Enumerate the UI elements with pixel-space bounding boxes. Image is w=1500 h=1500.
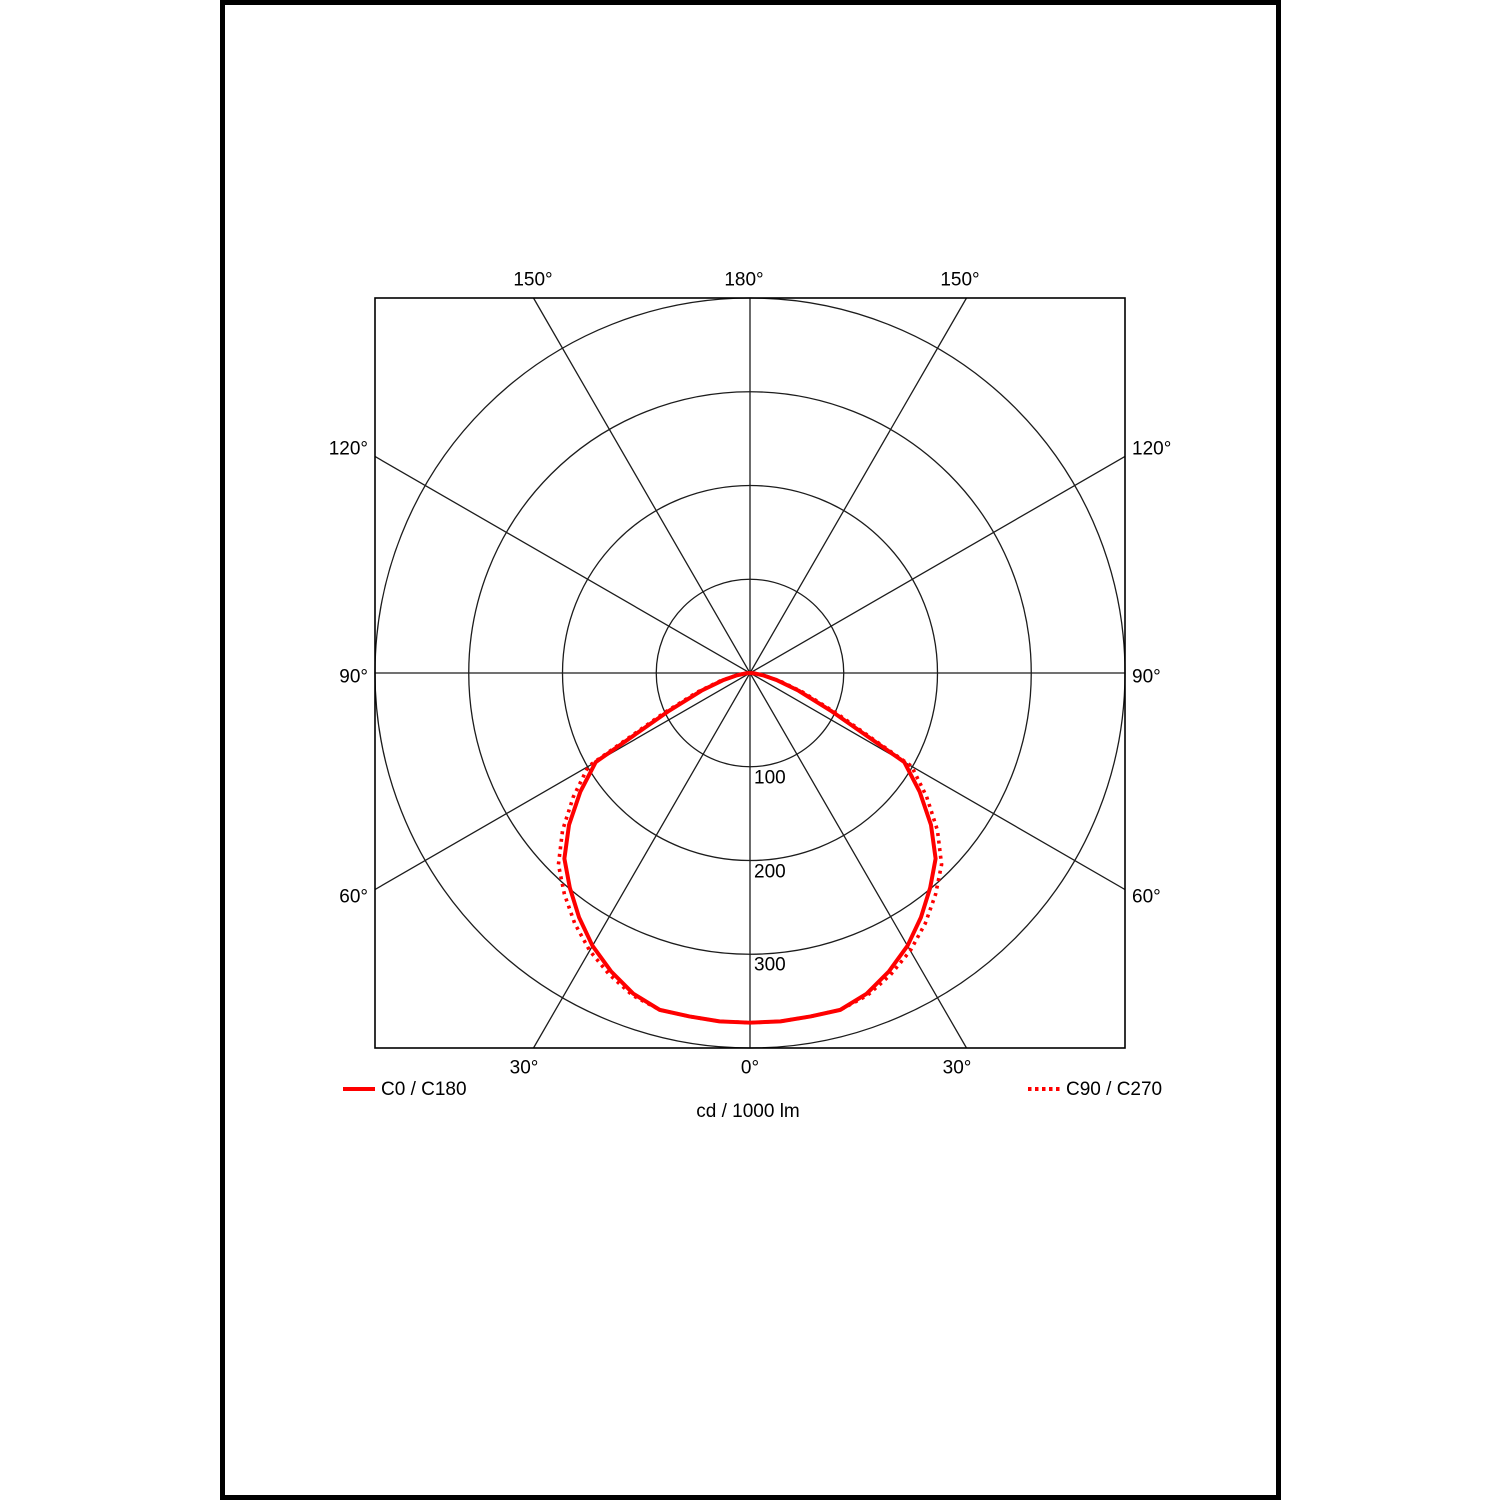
legend-label-c90-c270: C90 / C270 — [1066, 1078, 1163, 1100]
unit-label: cd / 1000 lm — [696, 1101, 800, 1122]
ring-tick-label-200: 200 — [754, 861, 786, 882]
angle-label-left-mid: 90° — [339, 666, 368, 688]
angle-label-top-left: 150° — [513, 269, 553, 291]
solid-line-swatch — [343, 1087, 375, 1091]
angle-label-bottom-right: 30° — [942, 1057, 972, 1079]
angle-label-right-mid: 90° — [1132, 666, 1161, 688]
ring-tick-label-300: 300 — [754, 954, 786, 976]
angle-label-left-lower: 60° — [339, 886, 368, 908]
angle-label-bottom-left: 30° — [509, 1057, 539, 1079]
legend-label-c0-c180: C0 / C180 — [381, 1078, 467, 1100]
angle-label-bottom-center: 0° — [740, 1057, 760, 1079]
angle-label-right-upper: 120° — [1132, 438, 1172, 460]
angle-label-top-center: 180° — [724, 269, 764, 291]
curve-c0-c180 — [562, 671, 938, 1025]
angle-label-left-upper: 120° — [328, 438, 368, 460]
angle-label-top-right: 150° — [940, 269, 980, 291]
plot-frame — [374, 297, 1126, 1049]
angle-label-right-lower: 60° — [1132, 886, 1161, 908]
dotted-line-swatch — [1028, 1087, 1060, 1091]
ring-tick-label-100: 100 — [754, 767, 786, 789]
